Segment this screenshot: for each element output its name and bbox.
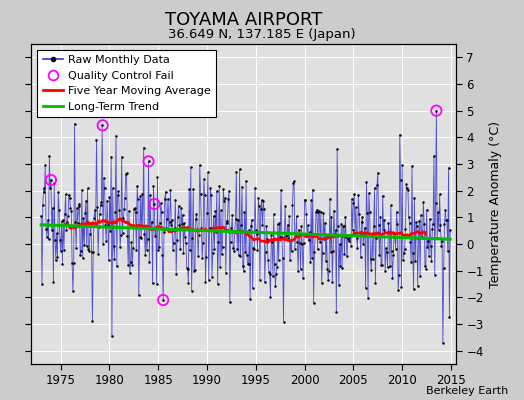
Point	[144, 158, 152, 164]
Text: Berkeley Earth: Berkeley Earth	[426, 386, 508, 396]
Point	[159, 297, 167, 303]
Y-axis label: Temperature Anomaly (°C): Temperature Anomaly (°C)	[489, 120, 502, 288]
Point	[47, 177, 55, 183]
Point	[432, 108, 441, 114]
Legend: Raw Monthly Data, Quality Control Fail, Five Year Moving Average, Long-Term Tren: Raw Monthly Data, Quality Control Fail, …	[37, 50, 216, 117]
Title: TOYAMA AIRPORT: TOYAMA AIRPORT	[165, 10, 322, 28]
Point	[150, 201, 159, 207]
Text: 36.649 N, 137.185 E (Japan): 36.649 N, 137.185 E (Japan)	[168, 28, 356, 41]
Point	[99, 122, 107, 128]
